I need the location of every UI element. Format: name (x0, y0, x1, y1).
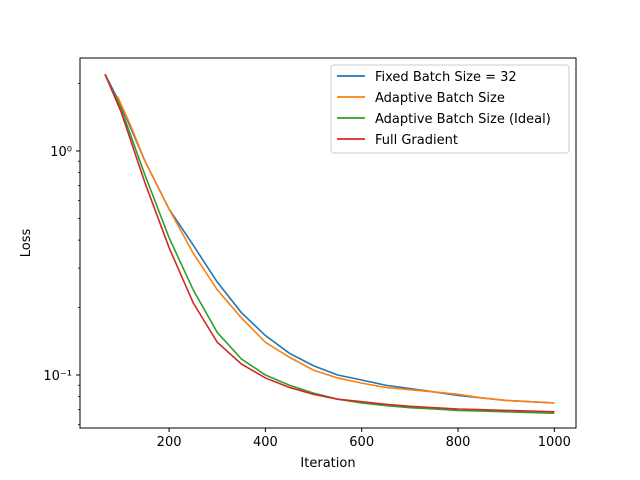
x-tick-label: 800 (446, 435, 471, 450)
series-line-3 (104, 73, 555, 413)
series-line-1 (116, 96, 555, 404)
x-axis-ticks: 200 400 600 800 1000 (157, 428, 571, 450)
y-tick-label: 10⁻¹ (43, 369, 72, 384)
x-tick-label: 400 (253, 435, 278, 450)
legend-box (330, 64, 570, 154)
x-tick-label: 200 (157, 435, 182, 450)
x-tick-label: 1000 (538, 435, 571, 450)
y-axis-ticks: 10⁰ 10⁻¹ (43, 83, 80, 426)
legend-label-1: Adaptive Batch Size (375, 91, 505, 106)
x-axis-label: Iteration (300, 456, 355, 471)
y-tick-label: 10⁰ (50, 145, 72, 160)
plot-lines (104, 73, 555, 415)
legend-label-3: Full Gradient (375, 133, 458, 148)
x-tick-label: 600 (349, 435, 374, 450)
legend-label-2: Adaptive Batch Size (Ideal) (375, 112, 551, 127)
y-axis-label: Loss (19, 229, 34, 258)
legend-label-0: Fixed Batch Size = 32 (375, 70, 517, 85)
plot-frame (79, 57, 577, 429)
legend: Fixed Batch Size = 32 Adaptive Batch Size… (330, 64, 570, 154)
